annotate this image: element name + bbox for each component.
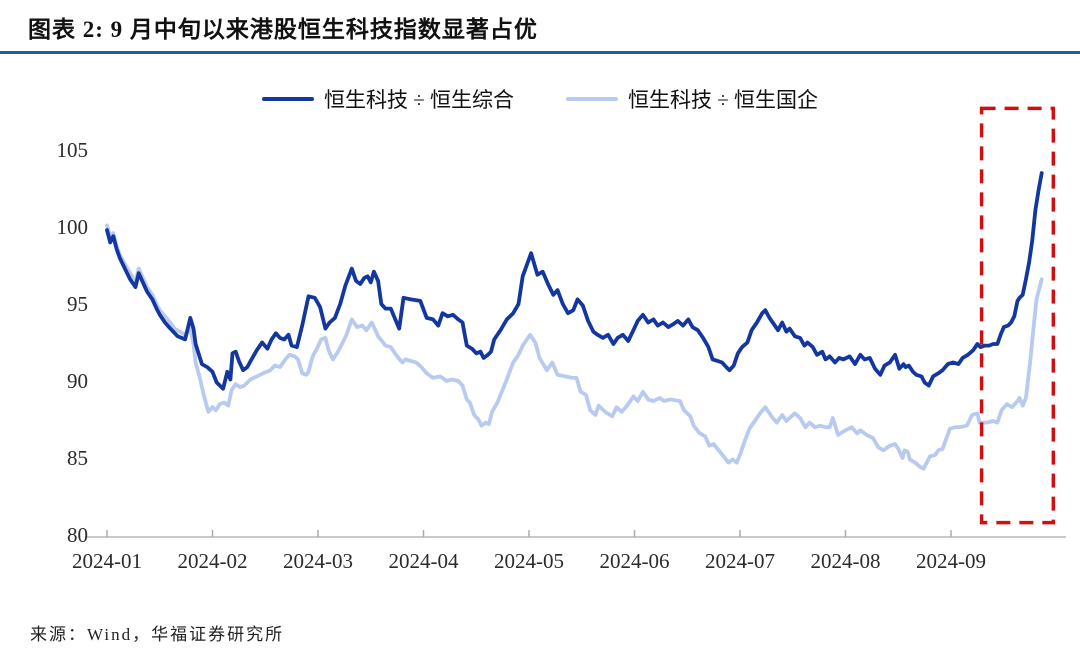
x-tick-label: 2024-01 <box>72 549 142 573</box>
series2-label: 恒生科技 ÷ 恒生国企 <box>628 88 819 112</box>
y-tick-label: 95 <box>67 292 88 316</box>
legend-item-series2: 恒生科技 ÷ 恒生国企 <box>566 84 818 114</box>
series-line-2 <box>105 223 1044 471</box>
legend-item-series1: 恒生科技 ÷ 恒生综合 <box>261 84 514 114</box>
x-tick-label: 2024-06 <box>600 549 670 573</box>
x-tick-label: 2024-05 <box>494 549 564 573</box>
series1-label: 恒生科技 ÷ 恒生综合 <box>323 88 514 112</box>
highlight-box <box>979 106 1056 525</box>
figure-title: 图表 2: 9 月中旬以来港股恒生科技指数显著占优 <box>28 17 538 42</box>
x-tick-label: 2024-02 <box>178 549 248 573</box>
title-rule <box>0 51 1080 54</box>
series2-line-swatch <box>566 97 618 101</box>
x-tick-label: 2024-09 <box>916 549 986 573</box>
x-tick-label: 2024-04 <box>389 549 459 573</box>
x-tick-label: 2024-03 <box>283 549 353 573</box>
x-tick-label: 2024-07 <box>705 549 775 573</box>
y-tick-label: 105 <box>57 138 89 162</box>
y-tick-label: 85 <box>67 446 88 470</box>
y-tick-label: 100 <box>57 215 89 239</box>
y-tick-label: 90 <box>67 369 88 393</box>
legend: 恒生科技 ÷ 恒生综合 恒生科技 ÷ 恒生国企 <box>0 84 1080 114</box>
y-tick-label: 80 <box>67 523 88 547</box>
x-tick-label: 2024-08 <box>811 549 881 573</box>
series-line-1 <box>105 171 1044 391</box>
source-note: 来源：Wind，华福证券研究所 <box>30 625 285 644</box>
series1-line-swatch <box>261 97 314 101</box>
